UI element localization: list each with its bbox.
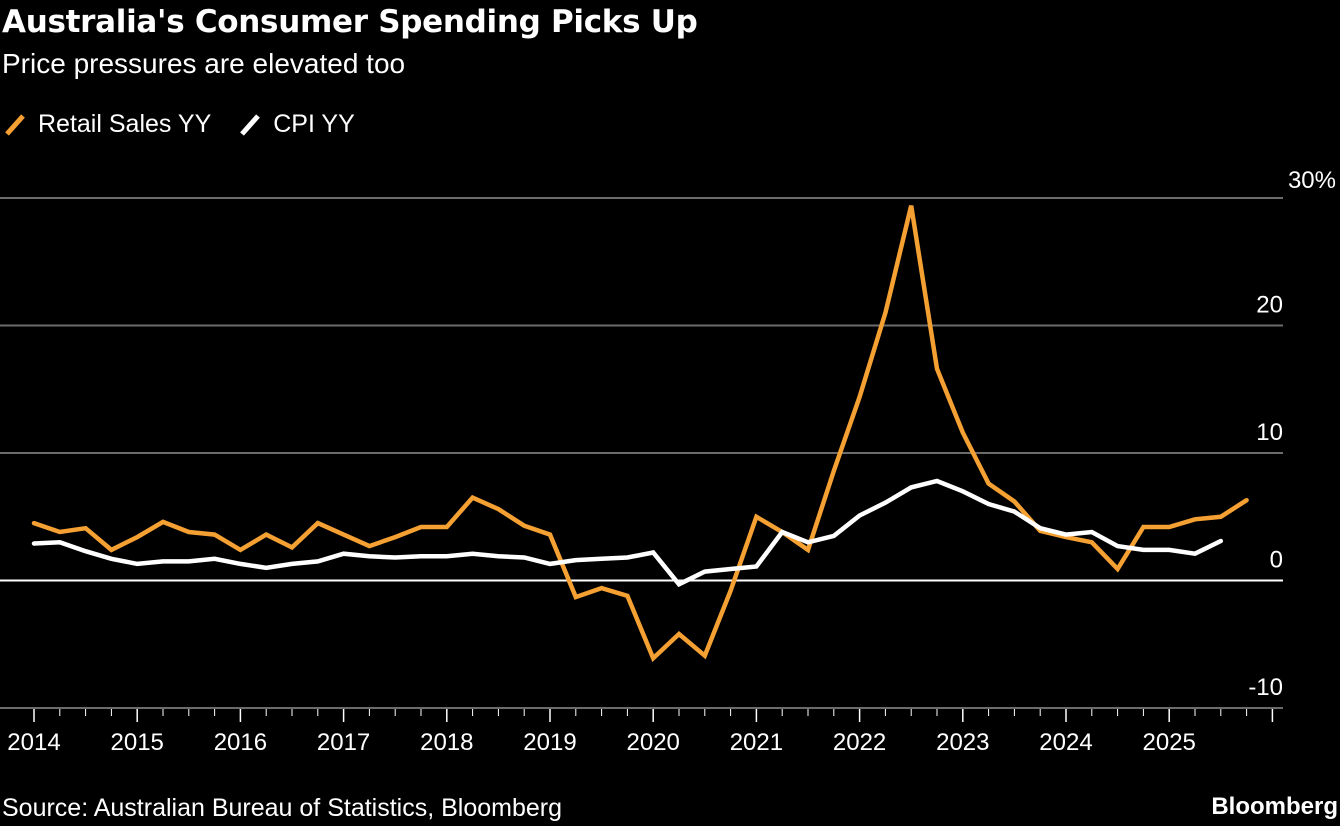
legend-item-retail-sales: Retail Sales YY	[4, 110, 211, 139]
y-tick-label: 20	[1256, 292, 1283, 319]
x-axis: 2014 2015 2016 2017 2018 2019 2020 2021 2022 2023…	[7, 709, 1274, 756]
cpi-line	[31, 478, 1224, 588]
bloomberg-logo: Bloomberg	[1211, 793, 1338, 820]
series-lines	[31, 205, 1249, 663]
x-tick-label: 2024	[1039, 729, 1092, 756]
y-tick-label: -10	[1248, 674, 1283, 701]
x-tick-label: 2015	[111, 729, 164, 756]
legend: Retail Sales YY CPI YY	[4, 110, 383, 139]
gridlines	[0, 197, 1283, 709]
chart-title: Australia's Consumer Spending Picks Up	[2, 4, 698, 40]
x-tick-label: 2025	[1143, 729, 1196, 756]
x-tick-label: 2021	[730, 729, 783, 756]
y-tick-label: 30%	[1288, 167, 1336, 194]
source-note: Source: Australian Bureau of Statistics,…	[2, 794, 563, 822]
x-tick-label: 2020	[627, 729, 680, 756]
y-tick-label: 0	[1270, 547, 1283, 574]
y-axis-tick-labels: 30% 20 10 0 -10	[1248, 167, 1336, 701]
legend-label-cpi: CPI YY	[273, 110, 355, 138]
x-tick-label: 2017	[317, 729, 370, 756]
legend-item-cpi: CPI YY	[239, 110, 355, 139]
x-tick-label: 2019	[523, 729, 576, 756]
x-tick-label: 2014	[7, 729, 60, 756]
legend-swatch-cpi-icon	[240, 113, 261, 136]
retail-sales-line	[31, 205, 1249, 663]
legend-label-retail-sales: Retail Sales YY	[38, 110, 212, 138]
x-tick-label: 2023	[936, 729, 989, 756]
x-tick-label: 2016	[214, 729, 267, 756]
x-tick-label: 2018	[420, 729, 473, 756]
chart-subtitle: Price pressures are elevated too	[2, 48, 406, 79]
y-tick-label: 10	[1256, 419, 1283, 446]
x-tick-label: 2022	[833, 729, 886, 756]
legend-swatch-retail-sales-icon	[5, 113, 25, 136]
